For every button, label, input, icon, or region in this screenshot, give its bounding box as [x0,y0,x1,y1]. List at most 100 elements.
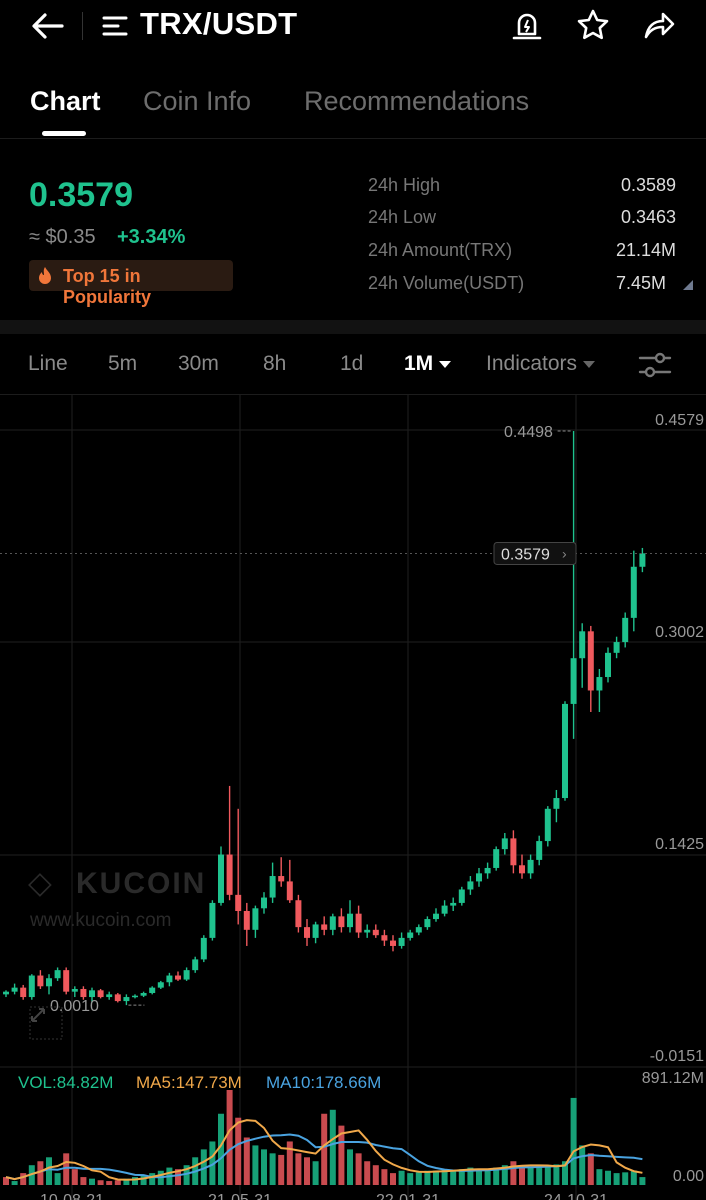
max-price-label: 0.4498 [504,424,553,441]
timeframe-line[interactable]: Line [28,352,68,375]
popularity-badge[interactable]: Top 15 in Popularity [29,260,233,307]
share-icon[interactable] [642,8,676,42]
tab-chart[interactable]: Chart [30,86,101,116]
expand-corner-icon[interactable] [683,280,693,290]
volume-bar [54,1173,61,1185]
last-price-label: 0.3579 [501,546,550,563]
candle-body [209,902,216,938]
candle-body [527,859,534,874]
candle-body [519,865,525,874]
candle-body [63,970,70,992]
menu-icon[interactable] [102,14,128,38]
candle-body [269,876,276,898]
volume-bar [97,1180,104,1185]
volume-bar [338,1125,345,1185]
volume-bar [570,1097,577,1185]
volume-bar [467,1167,474,1185]
indicators-dropdown[interactable]: Indicators [486,352,596,376]
price-change: +3.34% [117,226,186,248]
volume-bar [89,1178,95,1185]
section-divider [0,320,706,334]
stat-label-high: 24h High [368,175,441,195]
candle-body [536,841,543,860]
candle-body [355,913,362,933]
candle-body [261,897,267,909]
volume-bar [390,1173,396,1185]
watermark-url: www.kucoin.com [29,910,172,931]
candle-body [501,838,508,850]
main-tabs: Chart Coin Info Recommendations [0,80,706,139]
star-icon[interactable] [576,8,610,42]
volume-bar [261,1149,267,1185]
timeframe-8h[interactable]: 8h [263,352,287,375]
candle-body [321,924,328,930]
candle-body [54,970,61,979]
stat-value-volume: 7.45M [615,273,666,293]
candle-body [510,838,517,866]
volume-bar [364,1161,371,1185]
candle-body [622,617,629,643]
volume-bar [381,1169,388,1185]
candlestick-chart[interactable]: ◇ KUCOIN www.kucoin.com 0.3579 › 0.45790… [0,395,706,1200]
timeframe-1d[interactable]: 1d [340,352,364,375]
stat-value-low: 0.3463 [620,207,676,227]
pair-title[interactable]: TRX/USDT [140,6,298,41]
volume-bar [596,1169,603,1185]
last-price-marker[interactable]: 0.3579 › [493,541,577,565]
volume-bar [123,1178,130,1185]
volume-bar [132,1177,138,1185]
volume-bar [476,1169,482,1185]
candle-body [183,970,190,980]
volume-bar [553,1164,560,1185]
last-price: 0.3579 [29,176,133,214]
volume-bar [605,1170,611,1185]
chart-grid [0,395,706,1200]
volume-layer [3,1090,646,1185]
volume-bar [536,1167,543,1185]
ma10-legend: MA10:178.66M [266,1073,381,1092]
candle-body [587,631,594,691]
volume-bar [458,1169,465,1185]
volume-bar [235,1117,242,1185]
ma10-line [5,1133,643,1181]
volume-bar [527,1167,534,1185]
volume-bar [639,1177,646,1185]
y-tick-label: 0.1425 [655,836,704,853]
price-alert-icon[interactable] [510,8,544,42]
candle-body [630,566,637,618]
volume-bar [209,1141,216,1185]
candle-body [46,978,52,987]
candle-body [329,916,336,930]
volume-bar [415,1172,422,1185]
volume-bar [630,1170,637,1185]
zoom-icon[interactable] [29,1006,63,1040]
candle-body [149,987,156,994]
tab-coin-info[interactable]: Coin Info [143,86,252,116]
back-arrow-icon[interactable] [30,10,66,42]
candle-body [3,991,9,995]
y-tick-label: -0.0151 [650,1048,704,1065]
volume-bar [37,1161,44,1185]
candle-body [37,975,44,987]
timeframe-30m[interactable]: 30m [178,352,219,375]
candle-body [372,929,379,936]
timeframe-5m[interactable]: 5m [108,352,138,375]
stat-label-volume: 24h Volume(USDT) [368,273,525,293]
stat-value-high: 0.3589 [620,175,676,195]
candle-body [433,913,439,920]
tab-recommendations[interactable]: Recommendations [304,86,530,116]
volume-bar [441,1169,448,1185]
candle-body [312,924,319,938]
candle-body [106,994,113,998]
timeframe-1m[interactable]: 1M [404,352,452,376]
candle-body [20,987,27,998]
candle-body [562,703,568,799]
top-bar: TRX/USDT [0,0,706,52]
candle-body [476,873,482,882]
chart-settings-icon[interactable] [638,352,672,378]
candle-body [166,975,173,983]
y-tick-label: 0.4579 [655,412,704,429]
ma5-line [5,1119,643,1181]
candle-body [200,937,207,960]
volume-bar [286,1141,293,1185]
